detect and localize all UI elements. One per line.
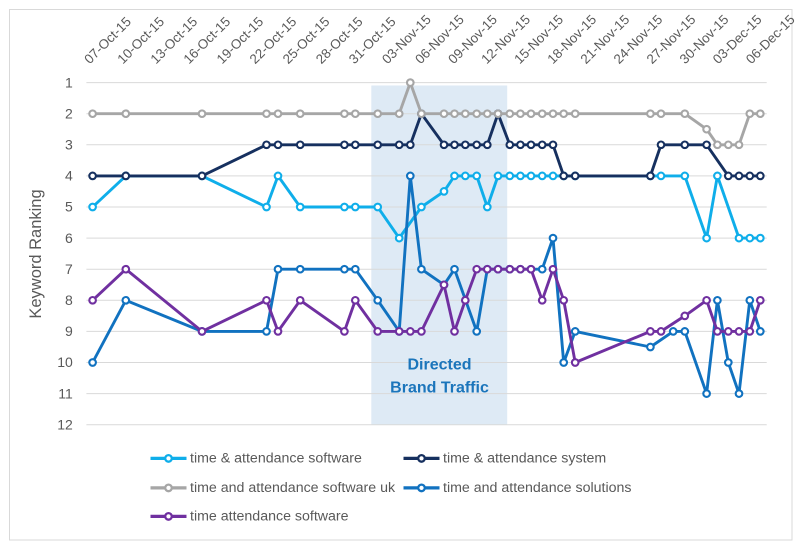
- svg-text:2: 2: [65, 105, 73, 121]
- svg-text:5: 5: [65, 199, 73, 215]
- svg-text:6: 6: [65, 230, 73, 246]
- svg-text:time and attendance software u: time and attendance software uk: [190, 480, 396, 496]
- svg-text:7: 7: [65, 261, 73, 277]
- svg-text:time & attendance software: time & attendance software: [190, 451, 362, 467]
- svg-text:8: 8: [65, 292, 73, 308]
- svg-text:3: 3: [65, 137, 73, 153]
- svg-text:9: 9: [65, 323, 73, 339]
- svg-text:time & attendance system: time & attendance system: [443, 451, 606, 467]
- svg-text:4: 4: [65, 168, 73, 184]
- svg-text:time and attendance solutions: time and attendance solutions: [443, 480, 632, 496]
- svg-text:Keyword Ranking: Keyword Ranking: [27, 189, 45, 318]
- svg-text:11: 11: [58, 385, 73, 401]
- svg-text:Directed: Directed: [407, 357, 471, 374]
- svg-text:1: 1: [65, 74, 73, 90]
- svg-text:Brand Traffic: Brand Traffic: [390, 380, 489, 397]
- svg-text:10: 10: [57, 354, 73, 370]
- svg-text:time attendance software: time attendance software: [190, 509, 349, 525]
- svg-text:12: 12: [57, 416, 73, 432]
